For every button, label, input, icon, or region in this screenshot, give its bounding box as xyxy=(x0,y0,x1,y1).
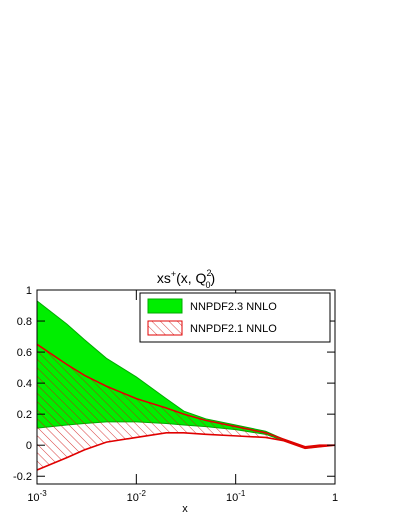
band-fill xyxy=(37,344,335,471)
x-tick-label: 10-2 xyxy=(127,489,147,504)
x-tick-base: 10 xyxy=(127,492,139,504)
band-edge xyxy=(36,343,335,448)
x-tick-base: 10 xyxy=(27,492,39,504)
chart-title: xs+(x, Q2 0) xyxy=(157,268,215,290)
y-tick-label: 0 xyxy=(26,440,32,452)
plot-frame xyxy=(36,289,336,485)
legend-swatch xyxy=(147,298,183,314)
y-tick-label: 1 xyxy=(26,285,32,297)
x-tick-exponent: -2 xyxy=(139,489,147,498)
y-tick-label: 0.8 xyxy=(17,316,32,328)
y-tick-label: 0.4 xyxy=(17,378,32,390)
x-tick-label: 10-3 xyxy=(27,489,47,504)
x-tick-exponent: -1 xyxy=(238,489,246,498)
legend-label: NNPDF2.3 NNLO xyxy=(190,301,277,313)
y-tick-label: 0.2 xyxy=(17,409,32,421)
x-tick-base: 10 xyxy=(226,492,238,504)
x-tick-label: 10-1 xyxy=(226,489,246,504)
x-tick-label: 1 xyxy=(332,492,338,504)
y-tick-label: 0.6 xyxy=(17,347,32,359)
legend-swatch xyxy=(147,320,183,336)
band-edge xyxy=(36,431,336,471)
x-tick-exponent: -3 xyxy=(40,489,48,498)
y-tick-label: -0.2 xyxy=(13,471,32,483)
x-axis-label: x xyxy=(182,503,188,515)
legend-label: NNPDF2.1 NNLO xyxy=(190,323,277,335)
